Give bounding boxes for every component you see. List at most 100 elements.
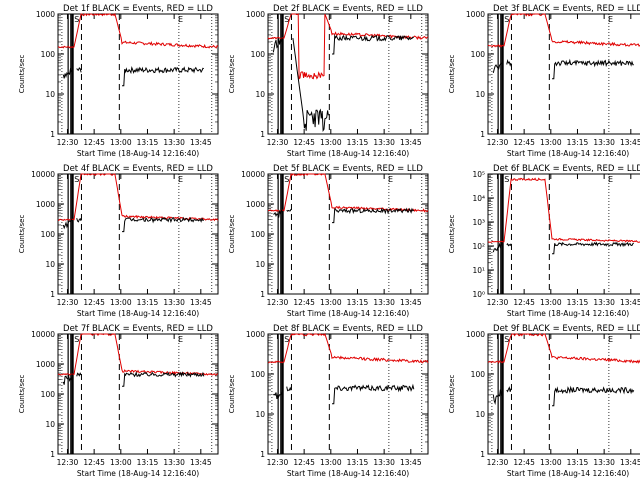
red-lld-series <box>267 172 429 213</box>
x-tick-label: 13:15 <box>567 298 589 307</box>
black-events-series <box>492 388 503 405</box>
plot-frame <box>267 13 429 135</box>
y-axis-label: Counts/sec <box>18 55 26 94</box>
x-tick-label: 12:45 <box>513 138 535 147</box>
plot-frame <box>487 173 640 295</box>
black-events-series <box>273 209 283 218</box>
panel-title: Det 5f BLACK = Events, RED = LLD <box>273 164 423 174</box>
x-tick-label: 13:30 <box>593 458 615 467</box>
y-tick-label: 100 <box>41 230 56 239</box>
x-tick-label: 13:00 <box>320 138 342 147</box>
x-tick-label: 13:45 <box>620 138 640 147</box>
x-tick-label: 13:15 <box>137 298 159 307</box>
x-tick-label: 13:00 <box>110 458 132 467</box>
x-tick-label: 13:30 <box>373 458 395 467</box>
x-tick-label: 12:45 <box>513 298 535 307</box>
plot-frame <box>57 333 219 455</box>
start-marker: S <box>504 335 509 344</box>
y-tick-label: 1000 <box>36 360 55 369</box>
black-events-series <box>272 37 283 53</box>
black-events-series <box>552 58 634 80</box>
plot-frame <box>267 173 429 295</box>
y-tick-label: 10 <box>475 410 485 419</box>
y-tick-label: 10 <box>255 410 265 419</box>
plot-frame <box>267 333 429 455</box>
x-tick-label: 12:30 <box>267 138 289 147</box>
end-marker: E <box>178 335 183 344</box>
plot-frame <box>57 173 219 295</box>
x-tick-label: 13:00 <box>110 298 132 307</box>
plot-frame <box>57 13 219 135</box>
y-tick-label: 10 <box>475 90 485 99</box>
black-events-series <box>332 33 415 55</box>
y-tick-label: 100 <box>251 370 266 379</box>
x-tick-label: 13:00 <box>540 298 562 307</box>
x-tick-label: 13:30 <box>163 298 185 307</box>
y-tick-label: 1000 <box>36 10 55 19</box>
x-tick-label: 12:30 <box>487 458 509 467</box>
y-axis-label: Counts/sec <box>18 215 26 254</box>
y-tick-label: 10⁴ <box>472 194 485 203</box>
start-marker: S <box>284 175 289 184</box>
x-axis-label: Start Time (18-Aug-14 12:16:40) <box>77 469 199 478</box>
x-tick-label: 12:45 <box>293 138 315 147</box>
black-events-dip <box>292 38 329 133</box>
end-marker: E <box>388 335 393 344</box>
panel-det-7: Det 7f BLACK = Events, RED = LLD Counts/s… <box>18 324 219 478</box>
y-tick-label: 10⁵ <box>472 170 485 179</box>
panel-det-6: Det 6f BLACK = Events, RED = LLD Counts/s… <box>448 164 640 318</box>
y-axis-label: Counts/sec <box>448 55 456 94</box>
panel-det-9: Det 9f BLACK = Events, RED = LLD Counts/s… <box>448 324 640 478</box>
panel-title: Det 9f BLACK = Events, RED = LLD <box>493 324 640 334</box>
black-events-series <box>286 386 292 392</box>
y-tick-label: 100 <box>251 230 266 239</box>
x-axis-label: Start Time (18-Aug-14 12:16:40) <box>287 149 409 158</box>
black-events-series <box>492 242 503 253</box>
y-tick-label: 100 <box>41 390 56 399</box>
x-tick-label: 13:15 <box>347 458 369 467</box>
y-tick-label: 1 <box>260 130 265 139</box>
x-tick-label: 12:30 <box>57 458 79 467</box>
y-tick-label: 10000 <box>241 170 265 179</box>
black-events-series <box>332 207 415 224</box>
panel-title: Det 1f BLACK = Events, RED = LLD <box>63 4 213 14</box>
y-axis-label: Counts/sec <box>228 55 236 94</box>
panel-det-5: Det 5f BLACK = Events, RED = LLD Counts/s… <box>228 164 429 318</box>
y-axis-label: Counts/sec <box>448 375 456 414</box>
black-events-series <box>552 241 635 255</box>
red-lld-series <box>487 13 640 48</box>
start-marker: S <box>74 15 79 24</box>
x-tick-label: 12:30 <box>267 298 289 307</box>
black-events-series <box>286 208 292 212</box>
y-tick-label: 10² <box>472 242 485 251</box>
panel-det-2: Det 2f BLACK = Events, RED = LLD Counts/s… <box>228 4 429 158</box>
panel-title: Det 8f BLACK = Events, RED = LLD <box>273 324 423 334</box>
plot-frame <box>487 13 640 135</box>
red-lld-series <box>487 333 640 364</box>
x-tick-label: 12:45 <box>513 458 535 467</box>
panel-title: Det 7f BLACK = Events, RED = LLD <box>63 324 213 334</box>
y-axis-label: Counts/sec <box>228 375 236 414</box>
start-marker: S <box>284 15 289 24</box>
x-tick-label: 12:30 <box>57 138 79 147</box>
panel-det-4: Det 4f BLACK = Events, RED = LLD Counts/s… <box>18 164 219 318</box>
x-tick-label: 13:45 <box>400 138 422 147</box>
x-axis-label: Start Time (18-Aug-14 12:16:40) <box>287 469 409 478</box>
x-tick-label: 13:00 <box>320 298 342 307</box>
x-axis-label: Start Time (18-Aug-14 12:16:40) <box>507 149 629 158</box>
x-tick-label: 13:30 <box>593 298 615 307</box>
x-tick-label: 13:45 <box>190 458 212 467</box>
x-tick-label: 13:45 <box>400 298 422 307</box>
y-tick-label: 10 <box>45 420 55 429</box>
black-events-series <box>76 372 82 377</box>
panel-det-8: Det 8f BLACK = Events, RED = LLD Counts/s… <box>228 324 429 478</box>
x-tick-label: 12:30 <box>267 458 289 467</box>
x-tick-label: 12:30 <box>487 138 509 147</box>
y-tick-label: 10⁰ <box>472 290 485 299</box>
x-tick-label: 13:30 <box>163 458 185 467</box>
y-tick-label: 100 <box>471 50 486 59</box>
y-tick-label: 1000 <box>246 330 265 339</box>
y-tick-label: 1 <box>50 290 55 299</box>
x-tick-label: 13:00 <box>320 458 342 467</box>
black-events-series <box>122 371 205 387</box>
